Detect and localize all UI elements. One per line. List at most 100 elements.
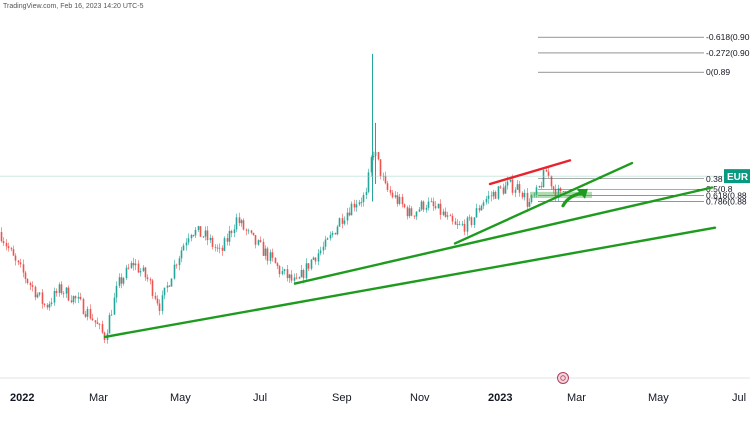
candle-body <box>336 226 339 235</box>
bounce-arrow-head <box>577 188 588 199</box>
candle-body <box>274 257 277 264</box>
candle-body <box>53 290 56 303</box>
candle-body <box>293 277 296 281</box>
candle-body <box>19 262 22 265</box>
candle-body <box>562 191 565 192</box>
candle-body <box>214 246 217 248</box>
candle-body <box>312 257 315 260</box>
candle-body <box>557 188 560 198</box>
candle-body <box>362 194 365 203</box>
candle-body <box>307 263 310 269</box>
candle-body <box>154 295 157 299</box>
candle-body <box>314 257 317 262</box>
candle-body <box>540 186 543 188</box>
candle-body <box>34 286 37 298</box>
candle-body <box>223 238 226 251</box>
candle-body <box>449 215 452 217</box>
candle-body <box>0 232 3 242</box>
candle-body <box>108 315 111 334</box>
candle-body <box>202 236 205 238</box>
candle-body <box>468 217 471 219</box>
candle-body <box>341 218 344 224</box>
candle-body <box>209 237 212 241</box>
candle-body <box>559 188 562 192</box>
candle-body <box>329 234 332 239</box>
candle-body <box>506 181 509 186</box>
candle-body <box>197 226 200 230</box>
candle-body <box>370 157 373 173</box>
candle-body <box>94 320 97 323</box>
candle-body <box>377 152 380 160</box>
event-marker-icon-inner <box>560 375 566 381</box>
candle-body <box>490 195 493 197</box>
candle-body <box>497 186 500 199</box>
candle-body <box>523 192 526 198</box>
candle-body <box>442 211 445 215</box>
candle-body <box>72 296 75 303</box>
x-tick-label: Nov <box>410 392 430 404</box>
candle-body <box>499 186 502 188</box>
x-tick-label: Sep <box>332 392 352 404</box>
candle-body <box>230 230 233 234</box>
candle-body <box>454 221 457 225</box>
candle-body <box>379 159 382 177</box>
fib-level-label: 0.38 <box>706 174 723 184</box>
candle-body <box>528 202 531 207</box>
candle-body <box>533 194 536 196</box>
candle-body <box>290 274 293 281</box>
candle-body <box>353 203 356 208</box>
candle-body <box>204 230 207 237</box>
candle-body <box>516 184 519 190</box>
candle-body <box>192 234 195 236</box>
candle-body <box>514 189 517 193</box>
candle-body <box>122 278 125 284</box>
candle-body <box>132 262 135 266</box>
candle-body <box>550 175 553 187</box>
candle-body <box>343 220 346 224</box>
candle-body <box>134 263 137 266</box>
candle-body <box>118 277 121 286</box>
candle-body <box>401 196 404 205</box>
candle-body <box>430 201 433 203</box>
candle-body <box>415 211 418 217</box>
candle-body <box>130 262 133 268</box>
x-tick-label: Jul <box>732 392 746 404</box>
candle-body <box>259 240 262 242</box>
candle-body <box>228 230 231 242</box>
candle-body <box>319 250 322 254</box>
candle-body <box>346 212 349 221</box>
candle-body <box>463 223 466 232</box>
candle-body <box>41 292 44 304</box>
candle-body <box>487 195 490 199</box>
candle-body <box>50 302 53 304</box>
candle-body <box>17 260 20 263</box>
x-tick-label: 2023 <box>488 392 512 404</box>
candle-body <box>79 296 82 300</box>
candle-body <box>125 267 128 279</box>
candle-body <box>211 237 214 247</box>
candle-body <box>151 280 154 296</box>
candle-body <box>46 304 49 308</box>
candle-body <box>338 218 341 227</box>
event-marker-icon <box>557 372 569 384</box>
candle-body <box>410 208 413 216</box>
candle-body <box>348 212 351 216</box>
candle-body <box>98 324 101 325</box>
candle-body <box>36 294 39 298</box>
candle-body <box>552 186 555 190</box>
candle-body <box>74 296 77 299</box>
candle-body <box>451 215 454 222</box>
candle-body <box>55 290 58 294</box>
x-tick-label: Jul <box>253 392 267 404</box>
candle-body <box>466 217 469 232</box>
candle-body <box>96 322 99 325</box>
candle-body <box>302 270 305 279</box>
candle-body <box>235 217 238 230</box>
candle-body <box>70 300 73 303</box>
fib-level-label: 0.618(0.88 <box>706 190 747 200</box>
candle-body <box>170 278 173 287</box>
candle-body <box>518 184 521 193</box>
candle-body <box>530 195 533 203</box>
candle-body <box>22 264 25 273</box>
